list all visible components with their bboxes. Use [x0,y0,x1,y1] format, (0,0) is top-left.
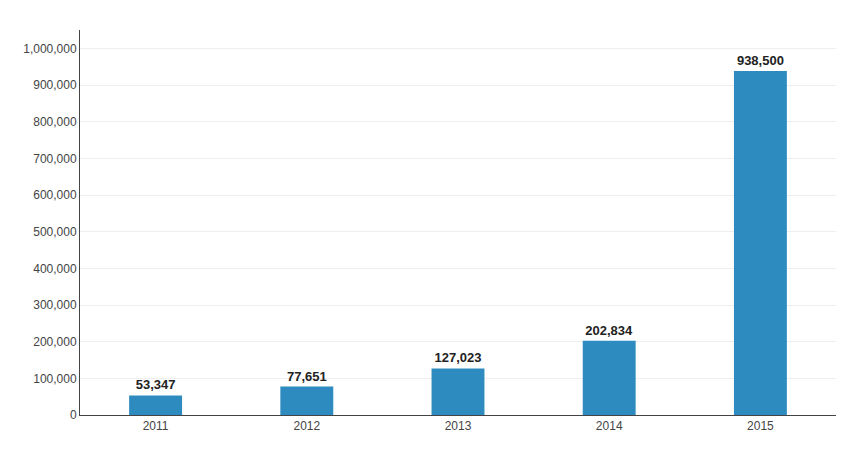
svg-text:2015: 2015 [747,419,774,433]
svg-text:938,500: 938,500 [737,53,784,68]
svg-text:1,000,000: 1,000,000 [23,42,77,56]
svg-text:200,000: 200,000 [33,335,77,349]
svg-text:900,000: 900,000 [33,78,77,92]
svg-text:77,651: 77,651 [287,369,327,384]
svg-text:2014: 2014 [596,419,623,433]
svg-text:2012: 2012 [293,419,320,433]
svg-text:100,000: 100,000 [33,372,77,386]
svg-text:0: 0 [70,408,77,422]
svg-text:300,000: 300,000 [33,298,77,312]
svg-text:202,834: 202,834 [585,323,633,338]
svg-text:2013: 2013 [445,419,472,433]
svg-text:400,000: 400,000 [33,262,77,276]
svg-text:500,000: 500,000 [33,225,77,239]
svg-text:700,000: 700,000 [33,152,77,166]
svg-text:600,000: 600,000 [33,188,77,202]
svg-text:2011: 2011 [143,419,169,433]
svg-text:53,347: 53,347 [136,377,176,392]
svg-text:800,000: 800,000 [33,115,77,129]
svg-text:127,023: 127,023 [435,350,482,365]
